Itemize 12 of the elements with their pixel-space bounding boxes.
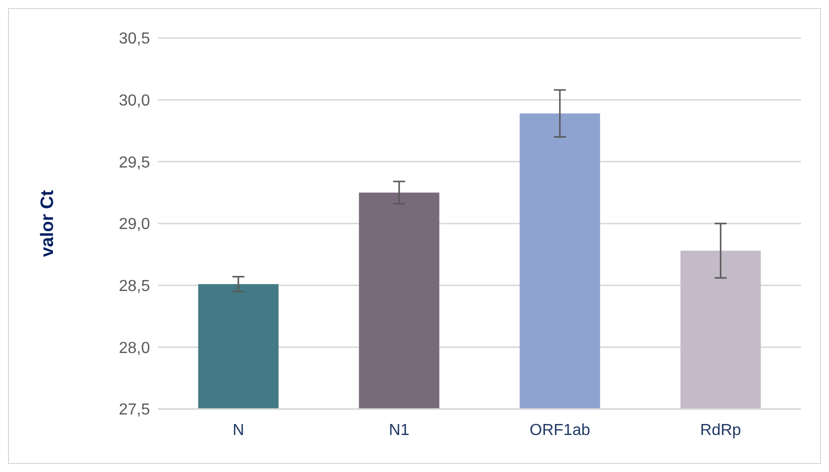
y-tick-label: 30,0 [118, 92, 150, 110]
y-tick-label: 29,5 [118, 154, 150, 172]
x-tick-label: N1 [388, 422, 410, 439]
x-tick-label: RdRp [700, 422, 742, 439]
x-tick-label: ORF1ab [530, 422, 590, 439]
y-tick-label: 27,5 [118, 402, 150, 419]
y-tick-label: 30,5 [118, 30, 150, 48]
y-tick-label: 29,0 [118, 216, 150, 234]
y-axis-title: valor Ct [37, 190, 57, 258]
y-tick-label: 28,5 [118, 278, 150, 295]
y-tick-label: 28,0 [118, 340, 150, 357]
x-tick-label: N [232, 422, 244, 439]
